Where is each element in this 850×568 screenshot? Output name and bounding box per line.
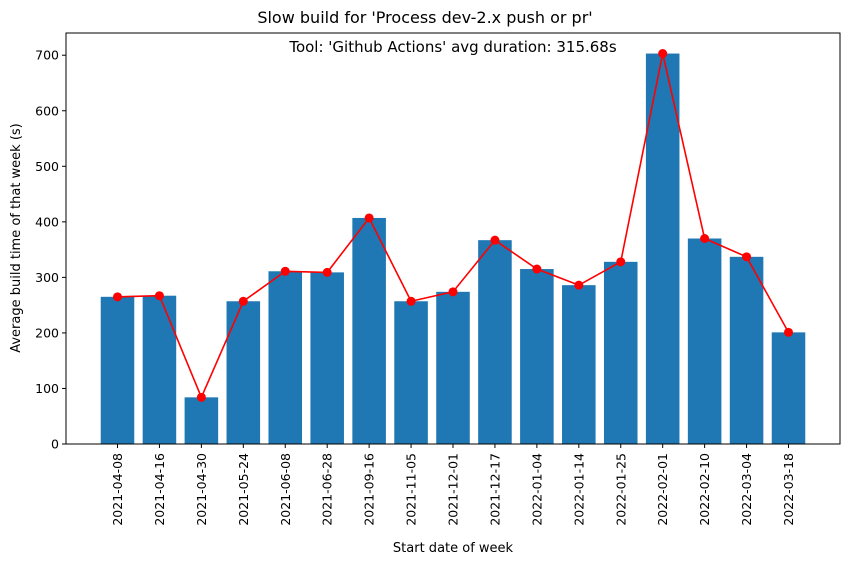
line-point [322,267,332,277]
bar [184,397,219,444]
line-point [406,296,416,306]
y-tick-label: 300 [35,270,59,285]
bar [687,238,722,444]
y-tick-label: 600 [35,103,59,118]
x-tick-label: 2021-09-16 [362,453,377,526]
x-tick-label: 2022-01-04 [529,453,544,526]
bar [603,261,638,444]
x-axis-label: Start date of week [393,541,514,556]
bar [478,240,512,444]
line-point [700,234,710,243]
x-tick-label: 2022-03-04 [739,453,754,526]
bar [436,291,470,444]
line-point [196,392,206,402]
bar [520,269,554,444]
chart-suptitle: Slow build for 'Process dev-2.x push or … [257,8,593,27]
bar [226,301,261,444]
line-point [113,292,122,302]
bar [352,217,386,444]
bar [310,272,344,444]
line-point [658,49,668,59]
plot-frame [65,32,841,445]
x-tick-label: 2021-04-16 [152,453,167,526]
x-tick-label: 2022-01-14 [571,453,586,526]
x-tick-label: 2021-11-05 [404,453,419,526]
bar [645,53,680,445]
y-axis-label: Average build time of that week (s) [9,123,24,353]
y-tick-label: 400 [35,214,59,229]
x-tick-label: 2021-04-30 [194,453,209,526]
bar [771,332,806,444]
line-point [742,252,752,262]
x-tick-label: 2022-02-01 [655,453,670,526]
bar [394,301,428,444]
y-tick-label: 500 [35,159,59,174]
line-point [784,327,793,337]
y-axis: 0 100 200 300 400 500 600 700 [35,48,66,452]
line-point [490,235,500,245]
line-point [532,264,542,274]
x-axis: 2021-04-08 2021-04-16 2021-04-30 2021-05-24… [110,444,796,526]
line-point [448,287,458,297]
x-tick-label: 2021-12-17 [487,453,502,526]
x-tick-label: 2021-12-01 [446,453,461,526]
line-point [238,296,248,306]
line-point [364,213,374,223]
bar [729,256,764,444]
bar [142,295,177,444]
line-point [574,280,584,290]
line-layer [113,49,793,402]
bars-layer [100,53,806,445]
y-tick-label: 100 [35,381,59,396]
y-tick-label: 200 [35,325,59,340]
y-tick-label: 700 [35,48,59,63]
y-tick-label: 0 [51,437,59,452]
x-tick-label: 2022-01-25 [613,453,628,526]
bar [268,271,303,444]
x-tick-label: 2022-03-18 [781,453,796,526]
line-point [154,291,164,301]
bar [100,296,135,444]
bar [562,285,596,444]
x-tick-label: 2022-02-10 [697,453,712,526]
x-tick-label: 2021-06-28 [320,453,335,526]
x-tick-label: 2021-05-24 [236,453,251,526]
line-point [616,257,626,267]
line-point [280,266,290,276]
chart-title: Tool: 'Github Actions' avg duration: 315… [288,38,617,56]
x-tick-label: 2021-06-08 [278,453,293,526]
x-tick-label: 2021-04-08 [110,453,125,526]
